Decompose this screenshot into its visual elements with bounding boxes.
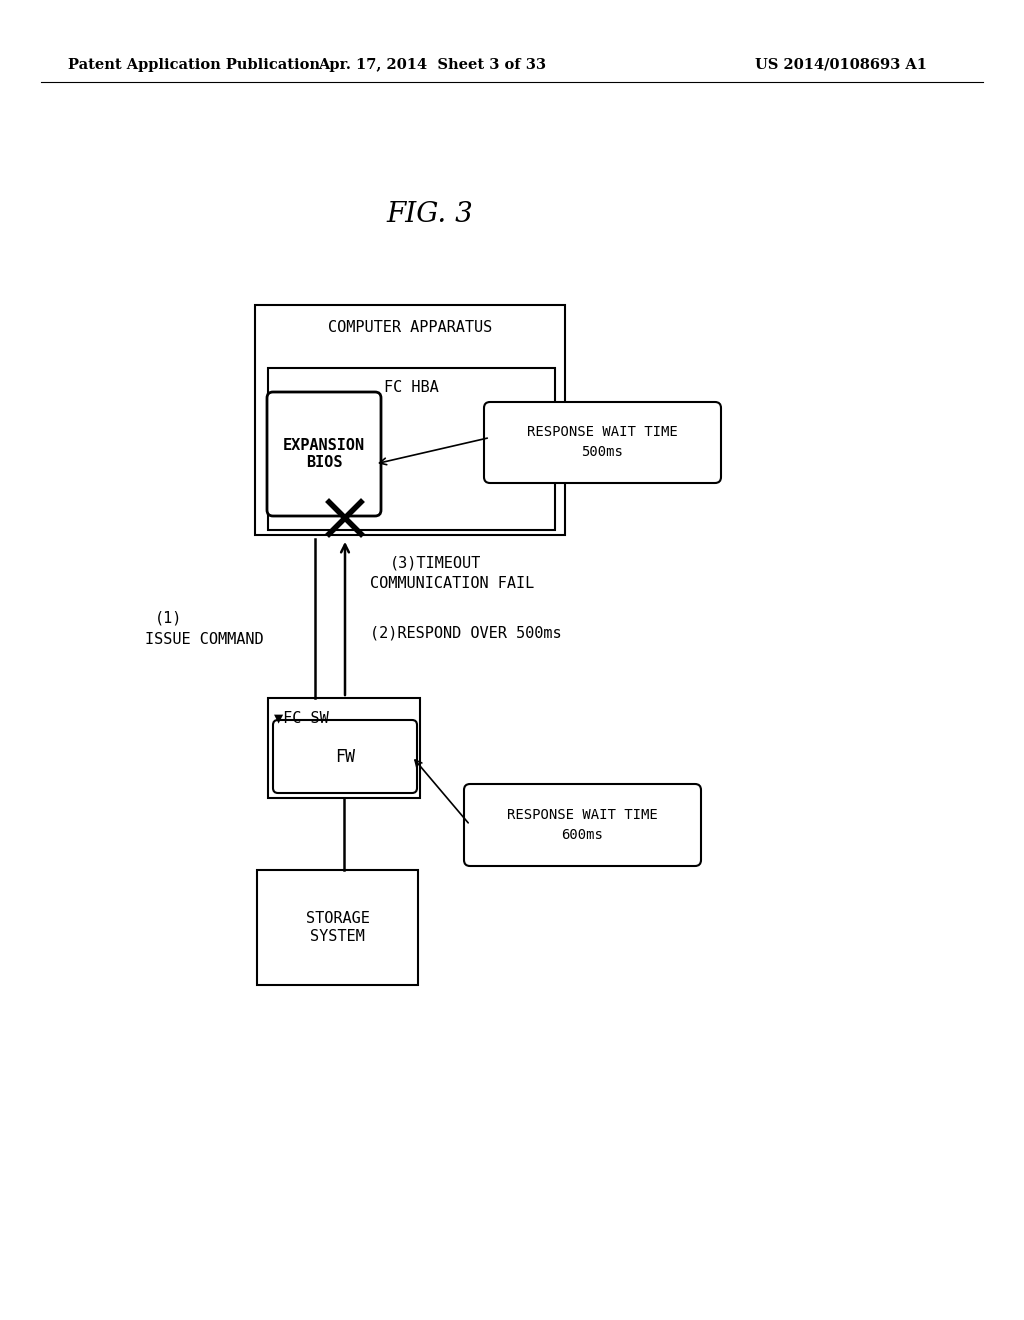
Text: US 2014/0108693 A1: US 2014/0108693 A1 [755, 58, 927, 73]
Text: 600ms: 600ms [561, 828, 603, 842]
Bar [255, 305, 565, 535]
Text: FC HBA: FC HBA [384, 380, 439, 396]
Text: COMPUTER APPARATUS: COMPUTER APPARATUS [328, 319, 493, 334]
FancyBboxPatch shape [273, 719, 417, 793]
Text: (1): (1) [155, 610, 182, 626]
FancyBboxPatch shape [267, 392, 381, 516]
Text: FW: FW [335, 747, 355, 766]
Text: (2)RESPOND OVER 500ms: (2)RESPOND OVER 500ms [370, 626, 561, 640]
Text: (3)TIMEOUT: (3)TIMEOUT [390, 556, 481, 570]
Text: EXPANSION
BIOS: EXPANSION BIOS [283, 438, 366, 470]
Bar [257, 870, 418, 985]
Text: RESPONSE WAIT TIME: RESPONSE WAIT TIME [527, 425, 678, 440]
FancyBboxPatch shape [484, 403, 721, 483]
FancyBboxPatch shape [464, 784, 701, 866]
Text: ISSUE COMMAND: ISSUE COMMAND [145, 632, 263, 648]
Text: FIG. 3: FIG. 3 [387, 202, 473, 228]
Text: Patent Application Publication: Patent Application Publication [68, 58, 319, 73]
Bar [268, 698, 420, 799]
Text: STORAGE
SYSTEM: STORAGE SYSTEM [305, 911, 370, 944]
Bar [268, 368, 555, 531]
Text: COMMUNICATION FAIL: COMMUNICATION FAIL [370, 576, 535, 590]
Text: Apr. 17, 2014  Sheet 3 of 33: Apr. 17, 2014 Sheet 3 of 33 [318, 58, 546, 73]
Text: ▼FC SW: ▼FC SW [274, 710, 329, 726]
Text: RESPONSE WAIT TIME: RESPONSE WAIT TIME [507, 808, 657, 822]
Text: 500ms: 500ms [582, 446, 624, 459]
